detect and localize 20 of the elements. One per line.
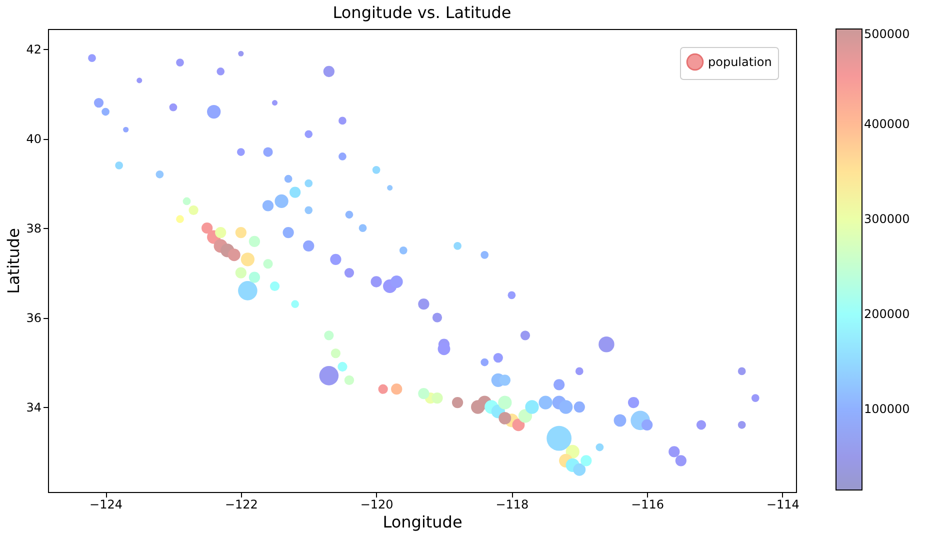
color-bar-label: 200000 <box>864 307 910 322</box>
color-bar-label: 100000 <box>864 402 910 416</box>
y-tick-label: 38 <box>26 222 42 236</box>
y-tick-label: 42 <box>26 42 42 57</box>
x-axis-title: Longitude <box>382 512 462 532</box>
x-tick-label: −124 <box>90 498 123 512</box>
legend-label: population <box>708 55 772 69</box>
color-bar-label: 300000 <box>864 212 910 226</box>
color-bar-label: 400000 <box>864 117 910 132</box>
y-axis-title: Latitude <box>4 228 24 294</box>
x-tick-label: −114 <box>766 498 800 512</box>
chart-title: Longitude vs. Latitude <box>332 3 512 22</box>
y-tick-label: 40 <box>26 132 42 146</box>
x-tick-label: −118 <box>496 498 529 512</box>
color-bar-label: 500000 <box>864 27 910 41</box>
x-tick-label: −116 <box>631 498 664 512</box>
y-tick-label: 36 <box>26 311 42 326</box>
y-tick-label: 34 <box>26 400 42 415</box>
x-tick-label: −120 <box>360 498 394 512</box>
x-tick-label: −122 <box>224 498 258 512</box>
